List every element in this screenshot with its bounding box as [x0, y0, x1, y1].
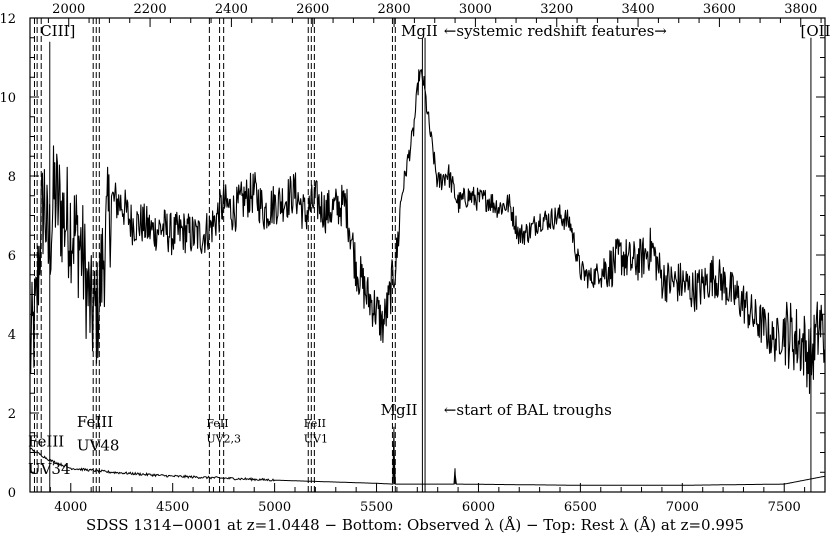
x-top-tick-label: 3800 — [784, 2, 817, 17]
x-bottom-tick-label: 7500 — [768, 500, 801, 515]
annotation-label: ←systemic redshift features→ — [444, 22, 667, 40]
x-bottom-tick-label: 4500 — [156, 500, 189, 515]
y-tick-label: 2 — [8, 407, 16, 422]
annotation-label: MgII — [381, 401, 418, 419]
x-bottom-tick-label: 5000 — [258, 500, 291, 515]
annotation-label: FeIII — [28, 433, 64, 451]
annotation-label: [OII] — [801, 22, 830, 40]
spectrum-line — [29, 69, 826, 395]
series-lines — [29, 69, 826, 486]
annotation-label: ←start of BAL troughs — [444, 401, 612, 419]
annotation-label: FeII — [304, 417, 326, 430]
annotation-label: UV1 — [304, 433, 328, 446]
x-bottom-tick-label: 5500 — [360, 500, 393, 515]
x-bottom-tick-label: 6500 — [564, 500, 597, 515]
line-markers — [33, 18, 812, 492]
annotation-label: FeIII — [77, 413, 113, 431]
chart-caption: SDSS 1314−0001 at z=1.0448 − Bottom: Obs… — [86, 516, 744, 534]
y-tick-label: 12 — [0, 12, 16, 27]
x-top-tick-label: 3400 — [622, 2, 655, 17]
x-top-tick-label: 3000 — [459, 2, 492, 17]
y-tick-label: 4 — [8, 328, 16, 343]
y-tick-label: 0 — [8, 486, 16, 501]
annotation-label: UV48 — [77, 437, 120, 455]
error-line — [29, 426, 826, 486]
x-top-tick-label: 2600 — [296, 2, 329, 17]
x-top-tick-label: 3200 — [540, 2, 573, 17]
y-tick-label: 10 — [0, 91, 16, 106]
annotation-label: MgII — [401, 22, 438, 40]
annotation-label: UV34 — [28, 460, 71, 478]
y-tick-label: 8 — [8, 170, 16, 185]
y-tick-label: 6 — [8, 249, 16, 264]
x-top-tick-label: 3600 — [703, 2, 736, 17]
x-bottom-tick-label: 4000 — [54, 500, 87, 515]
axis-ticks — [29, 17, 826, 493]
annotation-label: UV2,3 — [206, 433, 241, 446]
annotation-label: CIII] — [40, 22, 75, 40]
x-bottom-tick-label: 7000 — [666, 500, 699, 515]
x-top-tick-label: 2800 — [378, 2, 411, 17]
tick-labels: 4000 4500 5000 5500 6000 6500 7000 7500 2000 2200… — [0, 2, 817, 515]
x-top-tick-label: 2000 — [52, 2, 85, 17]
annotation-label: FeII — [206, 417, 228, 430]
x-bottom-tick-label: 6000 — [462, 500, 495, 515]
annotations: CIII] MgII ←systemic redshift features→ [OI… — [28, 22, 830, 478]
x-top-tick-label: 2200 — [134, 2, 167, 17]
plot-frame — [29, 17, 826, 493]
x-top-tick-label: 2400 — [215, 2, 248, 17]
